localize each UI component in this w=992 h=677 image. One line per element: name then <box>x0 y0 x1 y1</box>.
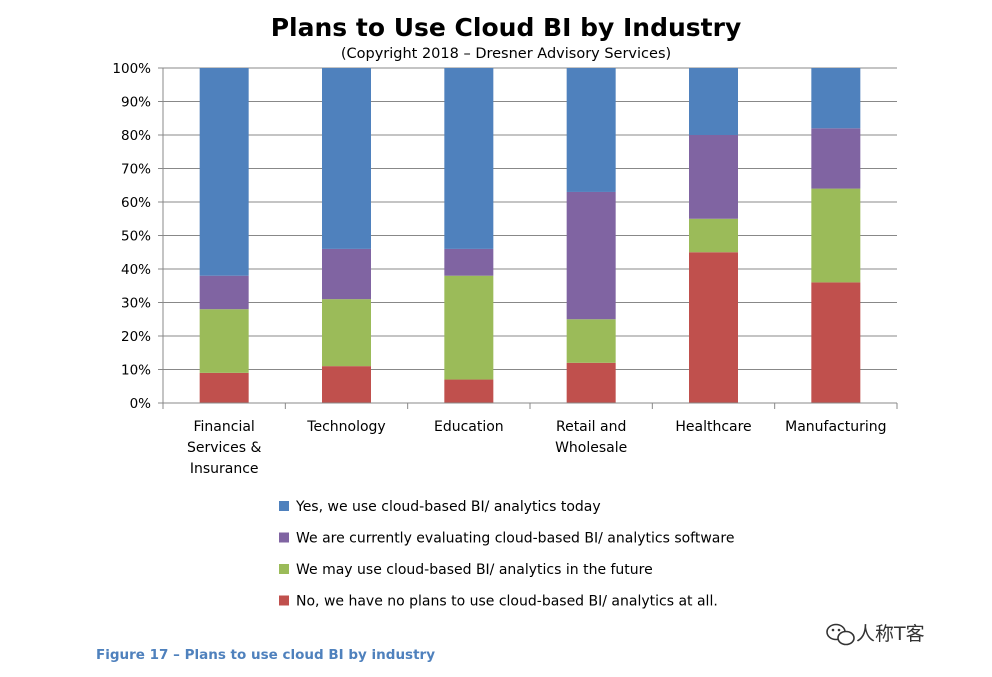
chart-title: Plans to Use Cloud BI by Industry <box>271 13 742 42</box>
legend-label: Yes, we use cloud-based BI/ analytics to… <box>295 499 601 515</box>
x-tick-label: Financial <box>194 419 255 435</box>
figure-caption: Figure 17 – Plans to use cloud BI by ind… <box>96 647 435 663</box>
y-tick-label: 20% <box>121 329 151 345</box>
bar-segment <box>199 372 249 403</box>
x-tick-label: Manufacturing <box>785 419 886 435</box>
bar-segment <box>444 275 494 380</box>
y-tick-label: 60% <box>121 195 151 211</box>
watermark-text: 人称T客 <box>856 623 925 645</box>
bar-segment <box>444 68 494 249</box>
y-tick-label: 30% <box>121 296 151 312</box>
y-tick-label: 40% <box>121 262 151 278</box>
bar-segment <box>689 135 738 219</box>
legend-swatch <box>279 532 289 543</box>
bar-segment <box>444 379 494 403</box>
x-tick-label: Retail and <box>556 419 626 435</box>
legend-swatch <box>279 595 289 606</box>
bar-segment <box>689 252 738 403</box>
bar-segment <box>689 218 738 253</box>
bar-segment <box>566 319 616 363</box>
x-tick-label: Education <box>434 419 504 435</box>
legend-label: We may use cloud-based BI/ analytics in … <box>296 562 653 578</box>
x-tick-label: Technology <box>306 419 385 435</box>
bar-segment <box>322 68 371 249</box>
y-tick-label: 0% <box>130 396 152 412</box>
bar-segment <box>199 275 249 310</box>
y-tick-label: 70% <box>121 162 151 178</box>
bar-segment <box>199 309 249 373</box>
bar-segment <box>566 68 616 192</box>
y-tick-label: 90% <box>121 95 151 111</box>
y-tick-label: 80% <box>121 128 151 144</box>
x-tick-label: Services & <box>187 440 261 456</box>
bar-segment <box>689 68 738 135</box>
wechat-icon <box>826 623 855 646</box>
y-tick-label: 50% <box>121 229 151 245</box>
legend: Yes, we use cloud-based BI/ analytics to… <box>279 499 734 610</box>
legend-swatch <box>279 501 289 511</box>
bar-segment <box>322 248 371 300</box>
bar-segment <box>811 188 861 283</box>
bar-segment <box>322 299 371 367</box>
chart-subtitle: (Copyright 2018 – Dresner Advisory Servi… <box>341 46 671 62</box>
legend-label: No, we have no plans to use cloud-based … <box>296 594 718 610</box>
bar-segment <box>444 248 494 276</box>
bar-segment <box>566 362 616 403</box>
legend-swatch <box>279 564 289 574</box>
legend-label: We are currently evaluating cloud-based … <box>296 531 734 547</box>
axes: 0% 10% 20% 30% 40% 50% 60% 70% 80% 90% 100% Financi… <box>112 61 898 477</box>
bar-segment <box>322 366 371 403</box>
bar-segment <box>811 128 861 189</box>
watermark: 人称T客 <box>826 623 925 646</box>
bar-segment <box>811 68 861 129</box>
x-tick-label: Wholesale <box>555 440 627 456</box>
bars <box>199 68 861 403</box>
y-tick-label: 10% <box>121 363 151 379</box>
bar-segment <box>811 282 861 403</box>
bar-segment <box>566 191 616 320</box>
x-tick-label: Insurance <box>190 461 259 477</box>
y-tick-label: 100% <box>112 61 151 77</box>
gridlines <box>163 67 897 404</box>
bar-segment <box>199 68 249 276</box>
x-tick-label: Healthcare <box>675 419 751 435</box>
